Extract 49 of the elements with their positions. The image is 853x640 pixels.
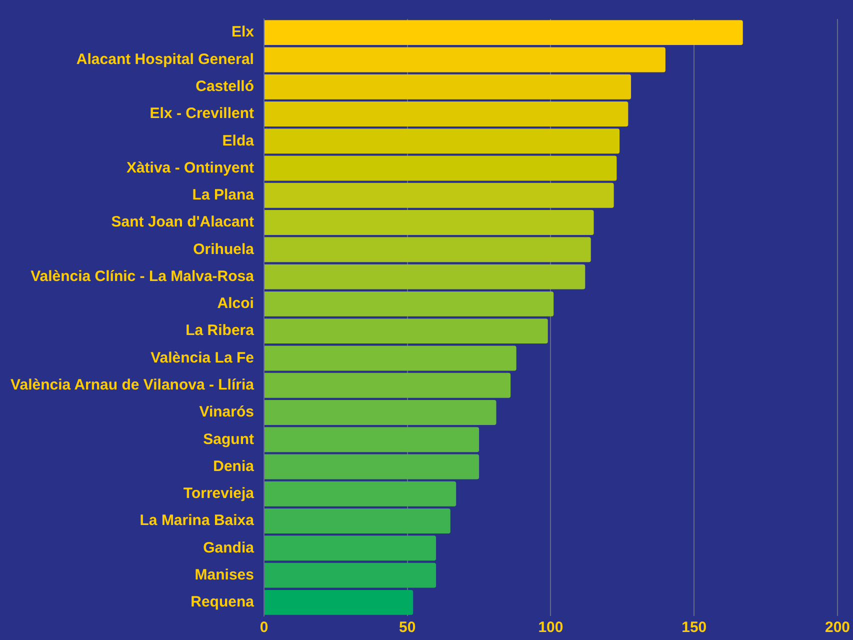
bar bbox=[264, 101, 628, 126]
y-tick-label: La Plana bbox=[192, 186, 255, 204]
y-tick-label: Xàtiva - Ontinyent bbox=[126, 159, 254, 176]
y-tick-label: Sagunt bbox=[203, 430, 254, 448]
y-tick-label: Manises bbox=[194, 566, 254, 584]
bar bbox=[264, 346, 516, 371]
bar bbox=[264, 590, 414, 615]
bar bbox=[264, 508, 450, 534]
y-tick-label: Elx bbox=[231, 24, 255, 41]
bar bbox=[264, 372, 511, 398]
y-tick-label: La Marina Baixa bbox=[140, 512, 255, 530]
bar bbox=[264, 237, 591, 262]
bar bbox=[264, 128, 620, 154]
bar bbox=[264, 562, 436, 588]
bar bbox=[264, 156, 617, 181]
y-tick-label: València Arnau de Vilanova - Llíria bbox=[10, 376, 255, 394]
y-tick-label: Sant Joan d'Alacant bbox=[111, 214, 254, 231]
x-tick-label: 50 bbox=[399, 619, 416, 636]
y-tick-label: Denia bbox=[213, 458, 255, 475]
bar bbox=[264, 481, 456, 506]
bar bbox=[264, 74, 632, 100]
y-tick-label: Alacant Hospital General bbox=[76, 50, 254, 68]
bar bbox=[264, 182, 614, 208]
y-tick-label: Torrevieja bbox=[183, 485, 255, 502]
x-tick-label: 100 bbox=[538, 619, 564, 636]
bar bbox=[264, 427, 480, 452]
bar bbox=[264, 210, 594, 236]
bar bbox=[264, 291, 554, 316]
y-tick-label: Vinarós bbox=[199, 404, 254, 421]
y-tick-label: Elx - Crevillent bbox=[150, 105, 254, 122]
bar bbox=[264, 400, 496, 425]
bar bbox=[264, 47, 666, 72]
y-tick-label: Castelló bbox=[196, 78, 254, 95]
y-tick-label: València Clínic - La Malva-Rosa bbox=[30, 268, 255, 285]
y-tick-label: València La Fe bbox=[150, 349, 254, 366]
bar bbox=[264, 318, 548, 344]
y-tick-label: Gandia bbox=[203, 539, 255, 556]
bar bbox=[264, 20, 743, 46]
y-tick-label: Alcoi bbox=[217, 295, 254, 312]
bar bbox=[264, 536, 436, 561]
bar bbox=[264, 454, 480, 480]
y-tick-label: Orihuela bbox=[193, 240, 255, 258]
y-tick-label: Requena bbox=[190, 594, 255, 611]
y-tick-label: Elda bbox=[222, 132, 255, 150]
x-tick-label: 150 bbox=[682, 619, 707, 636]
x-tick-label: 200 bbox=[824, 619, 850, 636]
bar bbox=[264, 264, 586, 290]
x-tick-label: 0 bbox=[260, 619, 268, 636]
y-tick-label: La Ribera bbox=[186, 322, 255, 340]
